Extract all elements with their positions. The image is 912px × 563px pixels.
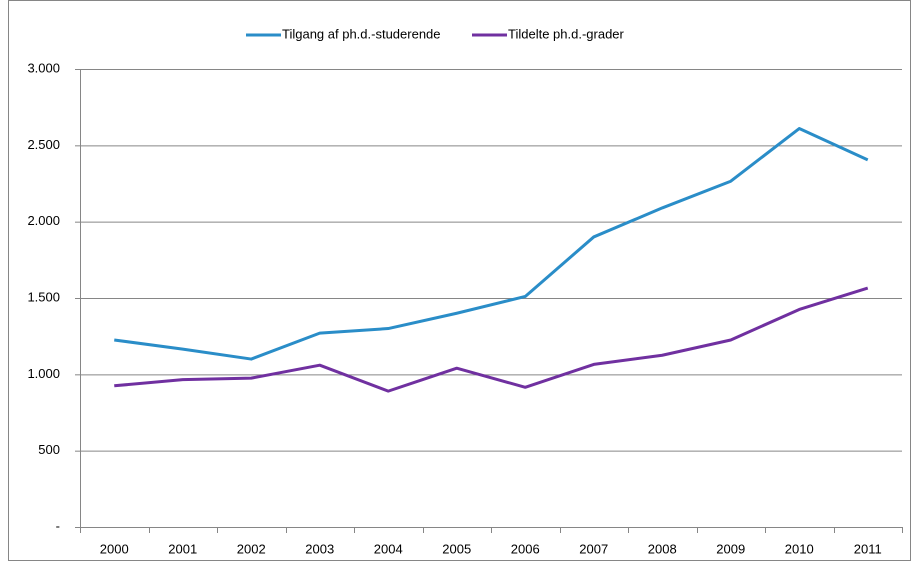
x-tick-label: 2011 bbox=[854, 541, 882, 556]
x-tick-label: 2002 bbox=[237, 541, 266, 556]
x-tick-label: 2010 bbox=[785, 541, 814, 556]
x-tick-label: 2006 bbox=[511, 541, 540, 556]
y-tick-label: 500 bbox=[38, 442, 60, 457]
line-series bbox=[114, 127, 869, 361]
y-tick-label: - bbox=[56, 518, 60, 533]
x-tick-label: 2003 bbox=[305, 541, 334, 556]
x-tick-label: 2009 bbox=[716, 541, 745, 556]
x-tick-label: 2008 bbox=[648, 541, 677, 556]
y-tick-label: 1.000 bbox=[27, 366, 60, 381]
line-series bbox=[114, 286, 869, 393]
x-tick-label: 2000 bbox=[100, 541, 129, 556]
y-tick-label: 2.500 bbox=[27, 137, 60, 152]
legend-label: Tildelte ph.d.-grader bbox=[508, 26, 625, 41]
legend-label: Tilgang af ph.d.-studerende bbox=[282, 26, 441, 41]
x-tick-label: 2007 bbox=[579, 541, 608, 556]
chart-frame bbox=[8, 0, 911, 561]
y-tick-label: 2.000 bbox=[27, 213, 60, 228]
x-tick-label: 2001 bbox=[168, 541, 197, 556]
x-tick-label: 2004 bbox=[374, 541, 403, 556]
y-tick-label: 1.500 bbox=[27, 289, 60, 304]
x-tick-label: 2005 bbox=[442, 541, 471, 556]
y-tick-label: 3.000 bbox=[27, 60, 60, 75]
